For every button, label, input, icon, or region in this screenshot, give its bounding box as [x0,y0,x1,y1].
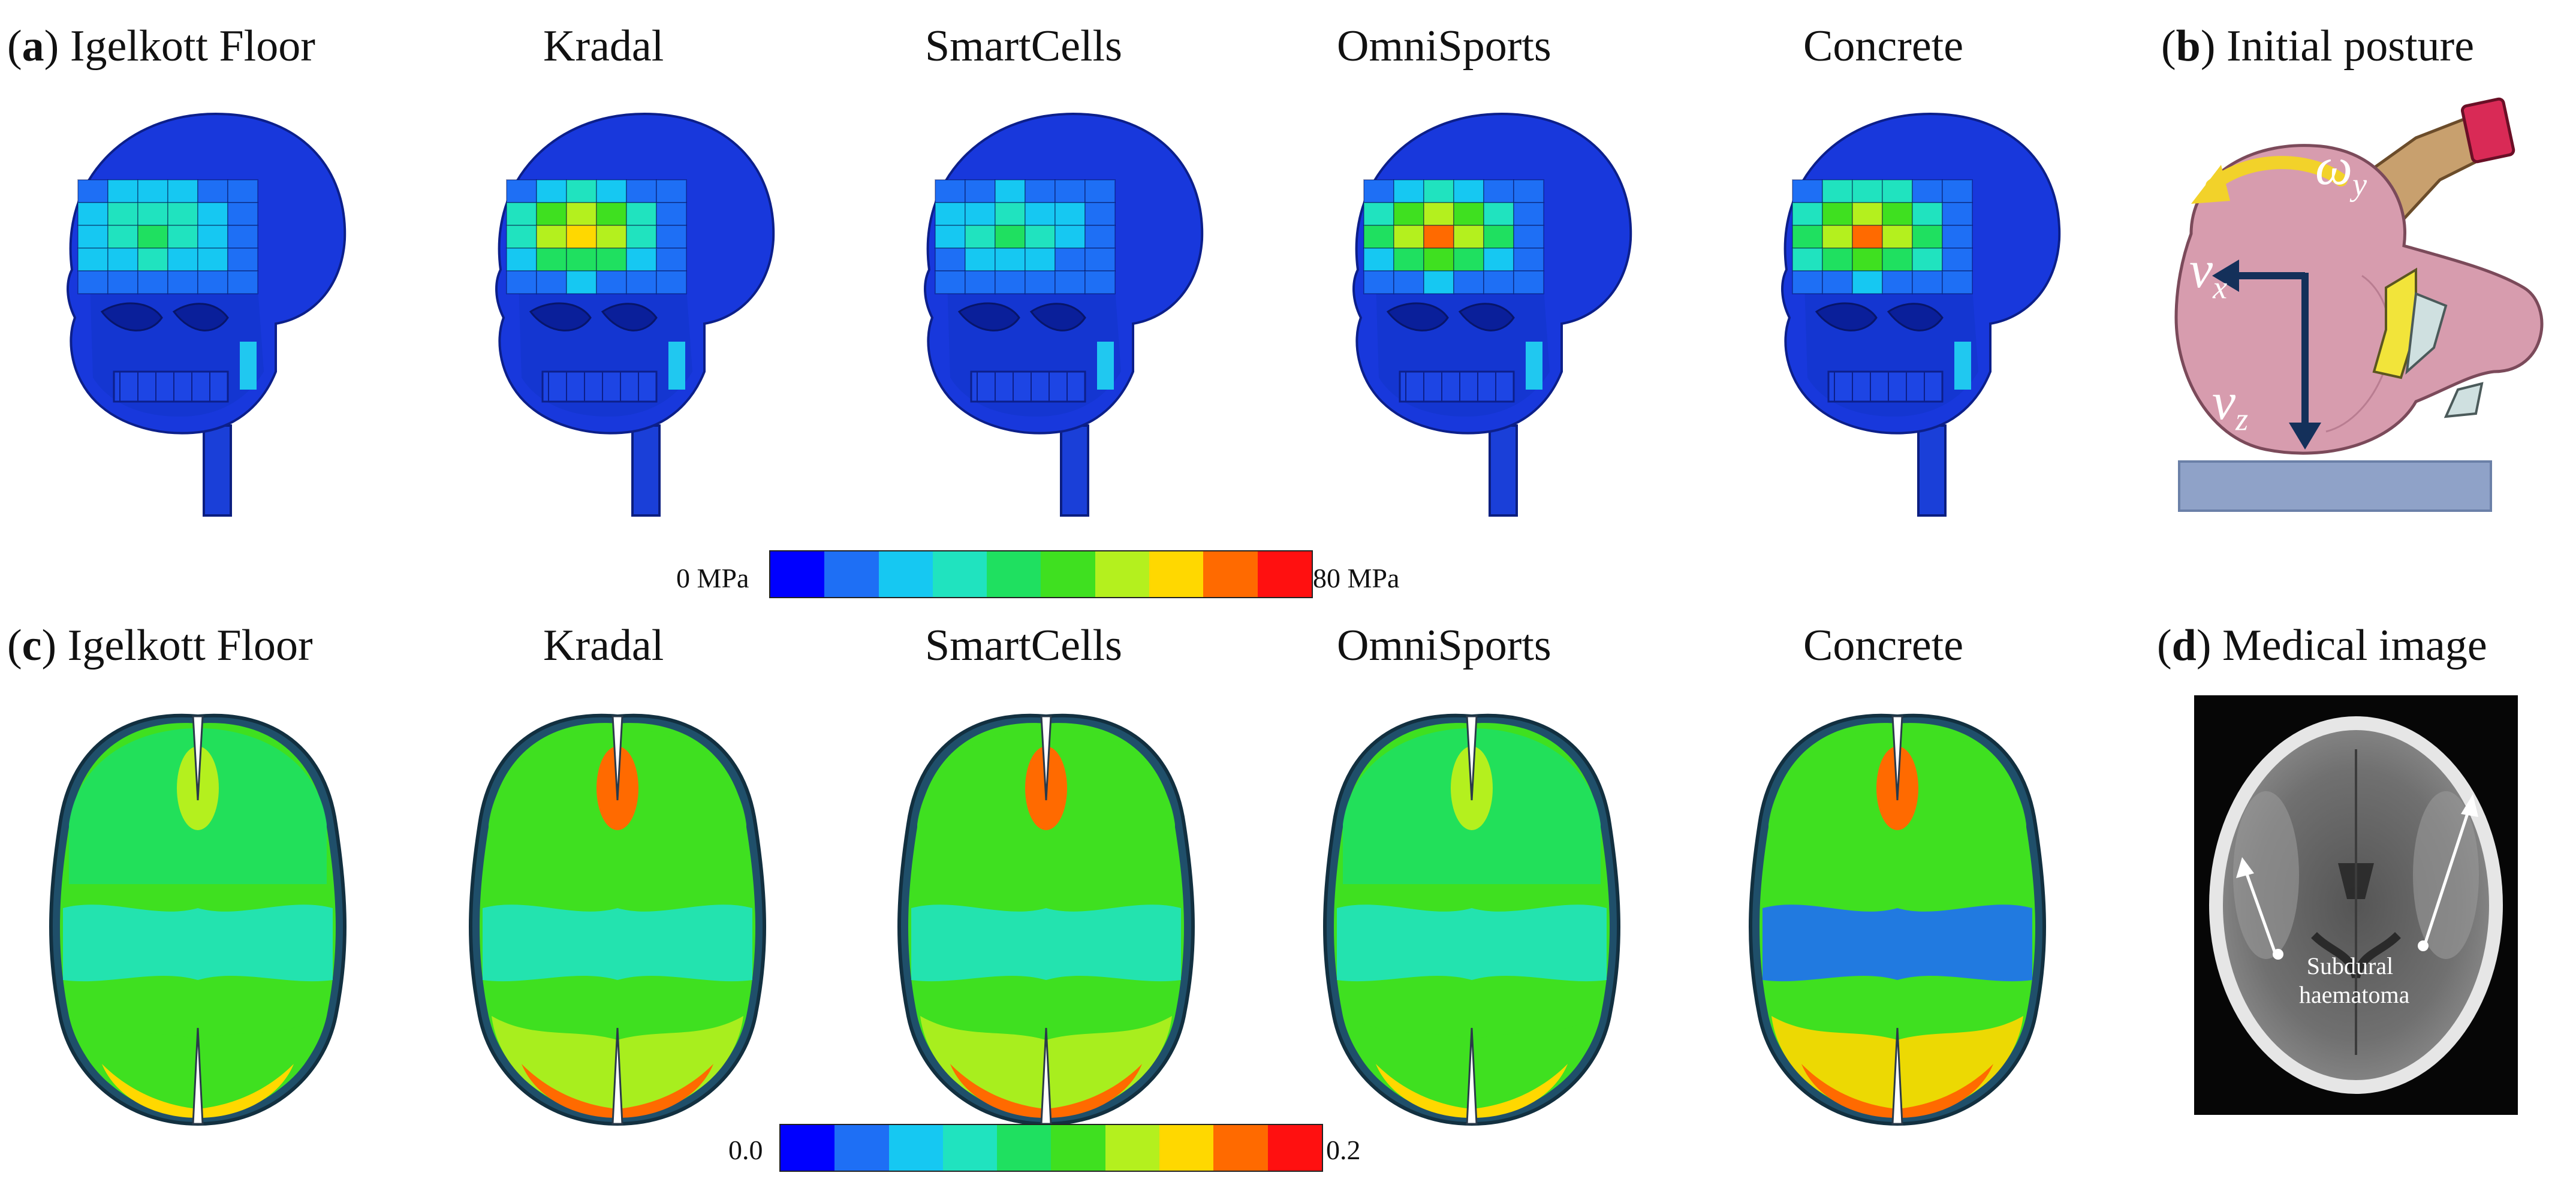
head-model [2174,144,2544,455]
strain-colorbar-swatch-3 [888,1125,943,1171]
strain-colorbar-swatch-6 [1051,1125,1105,1171]
brain-model-4 [1323,713,1620,1126]
brain-model-1 [49,713,347,1126]
stress-colorbar-swatch-5 [987,551,1041,597]
panel-c-label-concrete: Concrete [1803,621,1964,670]
vx-label: vx [2189,241,2228,306]
panel-c-label-igelkott: (c) Igelkott Floor [7,621,313,670]
panel-a-label-omnisports: OmniSports [1337,22,1551,71]
stress-colorbar-swatch-8 [1149,551,1204,597]
strain-colorbar-swatch-4 [942,1125,998,1171]
panel-d-label: (d) Medical image [2157,621,2487,670]
annotation-arrow-left [2243,869,2277,954]
annotation-arrow-right [2423,806,2472,945]
panel-a-label-smartcells: SmartCells [925,22,1122,71]
panel-a-label-concrete: Concrete [1803,22,1964,71]
strain-colorbar-swatch-5 [997,1125,1052,1171]
skull-model-1 [67,112,347,517]
strain-colorbar-swatch-2 [834,1125,889,1171]
colorbar1-max-label: 80 MPa [1313,563,1400,593]
colorbar1-min-label: 0 MPa [676,563,749,593]
panel-b-label: (b) Initial posture [2161,22,2475,71]
colorbar2-max-label: 0.2 [1326,1135,1361,1165]
strain-colorbar-swatch-7 [1105,1125,1160,1171]
skull-model-3 [924,112,1204,517]
stress-colorbar-swatch-3 [878,551,933,597]
skull-model-2 [495,112,775,517]
stress-colorbar [769,550,1313,598]
ct-annotation-label: Subdural haematoma [2299,952,2410,1008]
strain-colorbar-swatch-10 [1267,1125,1322,1171]
skull-model-5 [1781,112,2061,517]
brain-model-2 [469,713,766,1126]
colorbar2-min-label: 0.0 [728,1135,763,1165]
omega-y-label: ωy [2315,138,2367,203]
strain-colorbar-swatch-9 [1213,1125,1268,1171]
strain-colorbar [779,1124,1323,1172]
vz-label: vz [2212,373,2249,438]
panel-c-label-kradal: Kradal [543,621,664,670]
panel-c-label-smartcells: SmartCells [925,621,1122,670]
strain-colorbar-swatch-1 [781,1125,835,1171]
brain-model-5 [1749,713,2046,1126]
impact-surface [2178,460,2492,512]
face-insert [2372,267,2417,379]
stress-colorbar-swatch-10 [1257,551,1312,597]
strain-colorbar-swatch-8 [1159,1125,1214,1171]
panel-c-label-omnisports: OmniSports [1337,621,1551,670]
stress-colorbar-swatch-4 [932,551,987,597]
stress-colorbar-swatch-7 [1095,551,1150,597]
ct-scan-image [2194,695,2518,1115]
stress-colorbar-swatch-1 [770,551,825,597]
brain-model-3 [897,713,1195,1126]
panel-a-label-kradal: Kradal [543,22,664,71]
initial-posture-illustration [2174,97,2544,512]
stress-colorbar-swatch-6 [1041,551,1095,597]
stress-colorbar-swatch-9 [1203,551,1258,597]
skull-model-4 [1352,112,1632,517]
rotation-arrow [2206,156,2348,192]
neck-top-cap [2460,97,2515,164]
panel-a-label-igelkott: (a) Igelkott Floor [7,22,315,71]
stress-colorbar-swatch-2 [824,551,879,597]
